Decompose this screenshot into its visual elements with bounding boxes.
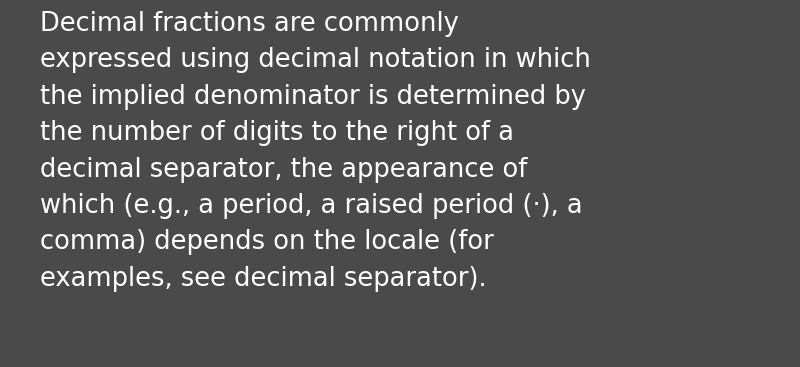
Text: Decimal fractions are commonly
expressed using decimal notation in which
the imp: Decimal fractions are commonly expressed… <box>40 11 591 292</box>
